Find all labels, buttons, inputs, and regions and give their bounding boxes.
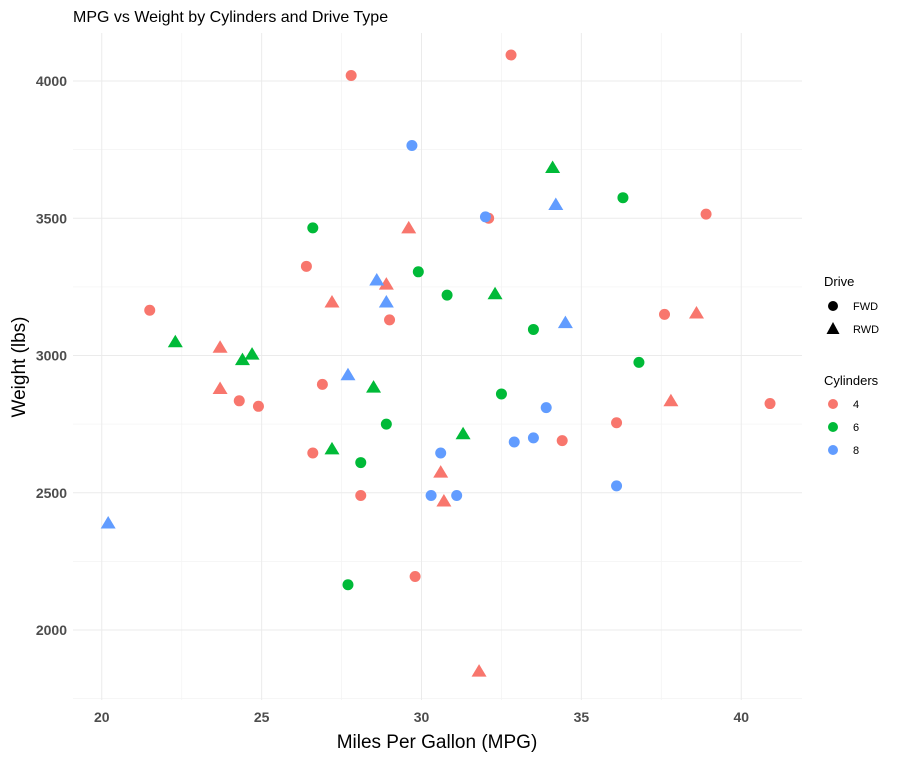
data-point-fwd <box>451 490 463 502</box>
data-point-fwd <box>611 480 623 492</box>
data-point-rwd <box>487 286 503 300</box>
legend-cyl-8-key <box>828 445 838 455</box>
data-point-rwd <box>545 160 561 173</box>
data-point-fwd <box>345 70 357 82</box>
data-point-fwd <box>307 222 319 234</box>
data-point-fwd <box>540 402 552 414</box>
y-axis-ticks: 2000 2500 3000 3500 4000 <box>36 73 67 638</box>
data-point-fwd <box>659 308 671 320</box>
data-point-rwd <box>378 294 394 308</box>
legend-cylinders: Cylinders 4 6 8 <box>824 373 879 457</box>
y-tick-label: 4000 <box>36 73 67 89</box>
data-point-fwd <box>355 457 367 469</box>
x-tick-label: 20 <box>94 709 110 725</box>
data-point-fwd <box>252 400 264 412</box>
data-point-rwd <box>324 294 340 308</box>
chart-title: MPG vs Weight by Cylinders and Drive Typ… <box>73 9 388 26</box>
data-point-fwd <box>316 378 328 390</box>
legend-rwd-label: RWD <box>853 324 879 336</box>
data-point-fwd <box>435 447 447 459</box>
x-tick-label: 40 <box>733 709 749 725</box>
x-tick-label: 25 <box>254 709 270 725</box>
data-points <box>100 49 776 677</box>
data-point-fwd <box>144 304 156 316</box>
y-tick-label: 3000 <box>36 348 67 364</box>
data-point-rwd <box>436 493 452 507</box>
y-tick-label: 2000 <box>36 622 67 638</box>
data-point-fwd <box>700 208 712 220</box>
data-point-fwd <box>307 447 319 459</box>
legend-fwd-label: FWD <box>853 301 878 313</box>
data-point-fwd <box>409 570 421 582</box>
data-point-rwd <box>100 515 116 529</box>
data-point-fwd <box>633 356 645 368</box>
data-point-rwd <box>234 352 250 366</box>
legend-fwd-key <box>828 301 838 311</box>
data-point-rwd <box>244 347 260 360</box>
data-point-rwd <box>663 393 679 407</box>
data-point-rwd <box>455 426 471 440</box>
data-point-fwd <box>617 192 629 204</box>
data-point-fwd <box>441 289 453 301</box>
data-point-rwd <box>167 334 183 348</box>
data-point-fwd <box>412 266 424 278</box>
data-point-fwd <box>764 398 776 410</box>
data-point-fwd <box>505 49 517 61</box>
data-point-rwd <box>369 273 385 286</box>
x-tick-label: 30 <box>414 709 430 725</box>
legend-drive: Drive FWD RWD <box>824 274 879 336</box>
data-point-rwd <box>433 465 449 478</box>
data-point-fwd <box>527 432 539 444</box>
data-point-rwd <box>548 197 564 211</box>
data-point-rwd <box>401 220 417 234</box>
legend-drive-title: Drive <box>824 274 854 289</box>
data-point-fwd <box>342 579 354 591</box>
data-point-fwd <box>527 323 539 335</box>
x-axis-title: Miles Per Gallon (MPG) <box>337 732 538 753</box>
legend-rwd-key <box>826 322 840 334</box>
y-tick-label: 3500 <box>36 210 67 226</box>
data-point-fwd <box>479 211 491 223</box>
data-point-fwd <box>495 388 507 400</box>
data-point-fwd <box>300 260 312 272</box>
data-point-rwd <box>471 664 487 677</box>
data-point-fwd <box>611 417 623 429</box>
legend-cyl-6-key <box>828 422 838 432</box>
legend-cylinders-title: Cylinders <box>824 373 879 388</box>
legend-cyl-4-key <box>828 399 838 409</box>
data-point-rwd <box>378 277 394 290</box>
data-point-rwd <box>688 305 704 319</box>
data-point-rwd <box>557 315 573 329</box>
data-point-rwd <box>324 441 340 455</box>
legend-cyl-6-label: 6 <box>853 422 859 434</box>
data-point-fwd <box>384 314 396 326</box>
data-point-fwd <box>355 490 367 502</box>
data-point-rwd <box>212 381 228 394</box>
x-axis-ticks: 20 25 30 35 40 <box>94 709 749 725</box>
data-point-rwd <box>212 340 228 353</box>
data-point-fwd <box>508 436 520 448</box>
legend-cyl-4-label: 4 <box>853 399 859 411</box>
x-tick-label: 35 <box>574 709 590 725</box>
data-point-rwd <box>340 367 356 381</box>
data-point-fwd <box>233 395 245 407</box>
grid <box>73 33 802 700</box>
y-tick-label: 2500 <box>36 485 67 501</box>
legend-cyl-8-label: 8 <box>853 445 859 457</box>
y-axis-title: Weight (lbs) <box>9 316 30 417</box>
data-point-rwd <box>366 380 382 393</box>
data-point-fwd <box>556 435 568 447</box>
data-point-fwd <box>380 418 392 430</box>
data-point-fwd <box>406 140 418 152</box>
data-point-fwd <box>425 490 437 502</box>
